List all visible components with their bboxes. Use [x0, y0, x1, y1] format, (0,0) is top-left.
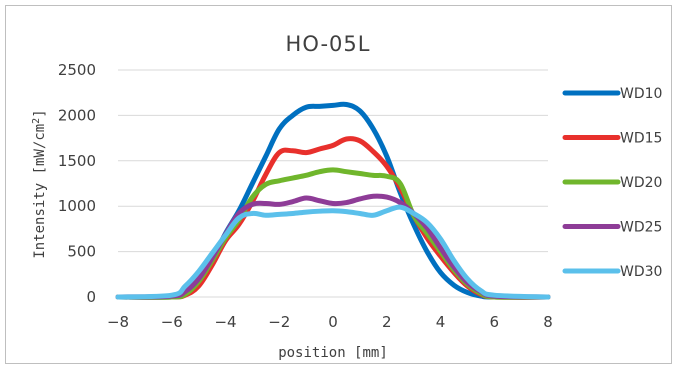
- series-line-wd20: [115, 167, 551, 300]
- y-tick-label: 500: [67, 243, 96, 261]
- tick-labels: 0 500 1000 1500 2000 2500 −8 −6 −4 −2 0 2 4 6 8: [58, 61, 553, 331]
- y-tick-label: 2500: [58, 61, 96, 79]
- y-tick-label: 1500: [58, 152, 96, 170]
- y-axis-label-main: Intensity [mW/cm: [32, 124, 48, 259]
- x-tick-label: −6: [161, 313, 183, 331]
- legend-label-wd20: WD20: [620, 175, 662, 191]
- x-axis-label: position [mm]: [278, 345, 388, 361]
- legend-label-wd30: WD30: [620, 264, 662, 280]
- y-tick-label: 0: [86, 288, 96, 306]
- series-lines: [115, 101, 551, 300]
- y-axis-label-sup: 2: [31, 118, 42, 124]
- x-tick-label: −2: [268, 313, 290, 331]
- x-tick-label: 4: [436, 313, 446, 331]
- chart-title: HO-05L: [286, 32, 371, 56]
- x-tick-label: 6: [489, 313, 499, 331]
- x-tick-label: −8: [107, 313, 129, 331]
- chart-frame: [5, 5, 672, 364]
- y-tick-label: 1000: [58, 197, 96, 215]
- y-axis-label-close: ]: [32, 109, 48, 117]
- legend-label-wd10: WD10: [620, 86, 662, 102]
- y-axis-label: Intensity [mW/cm2]: [31, 109, 49, 258]
- series-line-wd10: [115, 101, 551, 300]
- legend: WD10 WD15 WD20 WD25 WD30: [562, 86, 662, 280]
- x-tick-label: 8: [543, 313, 553, 331]
- series-line-wd15: [115, 136, 551, 300]
- series-line-wd30: [115, 204, 551, 300]
- x-tick-label: 0: [328, 313, 338, 331]
- y-tick-label: 2000: [58, 106, 96, 124]
- legend-label-wd15: WD15: [620, 131, 662, 147]
- x-tick-label: 2: [382, 313, 392, 331]
- x-tick-label: −4: [214, 313, 236, 331]
- legend-label-wd25: WD25: [620, 220, 662, 236]
